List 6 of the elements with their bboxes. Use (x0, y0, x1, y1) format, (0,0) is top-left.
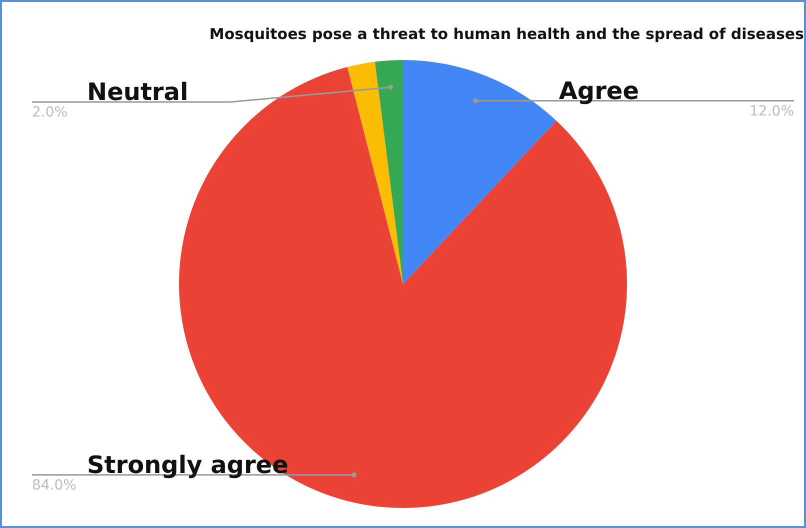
slice-label: Agree (558, 76, 639, 105)
data-label: 12.0% (750, 103, 794, 120)
slice-label: Neutral (87, 78, 188, 106)
chart-title: Mosquitoes pose a threat to human health and the spread of diseases (209, 24, 804, 43)
data-label: 84.0% (32, 478, 76, 494)
data-label: 2.0% (32, 104, 68, 121)
